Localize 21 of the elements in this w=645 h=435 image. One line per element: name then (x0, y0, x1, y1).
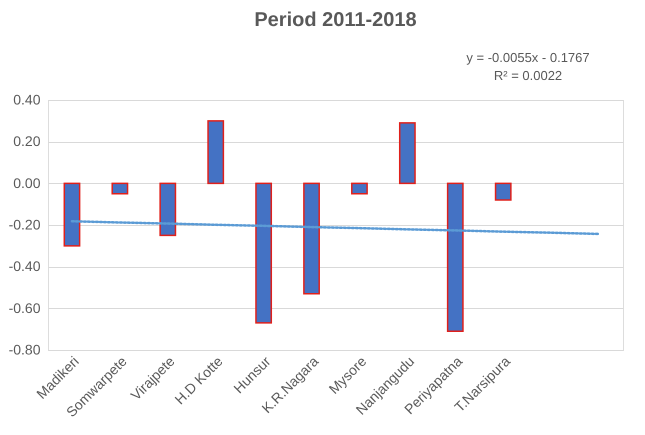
bar (207, 120, 224, 184)
chart-title: Period 2011-2018 (254, 9, 417, 31)
bar (64, 182, 80, 247)
bar (351, 182, 368, 194)
y-tick-label: -0.60 (8, 300, 41, 316)
y-tick-label: 0.00 (13, 174, 41, 191)
bar (303, 182, 320, 294)
y-tick-label: 0.20 (13, 133, 41, 150)
bar (111, 182, 128, 194)
bar (494, 182, 512, 201)
y-tick-label: 0.40 (13, 92, 41, 108)
line-series (70, 220, 600, 236)
bar (255, 182, 272, 324)
text: R² = 0.0022 (494, 68, 562, 83)
bar (159, 182, 176, 236)
y-tick-label: -0.80 (8, 342, 41, 358)
bar (446, 182, 464, 332)
y-tick-label: -0.20 (8, 216, 41, 232)
y-tick-label: -0.40 (8, 258, 41, 274)
text: y = -0.0055x - 0.1767 (466, 50, 590, 65)
bar (398, 122, 416, 184)
